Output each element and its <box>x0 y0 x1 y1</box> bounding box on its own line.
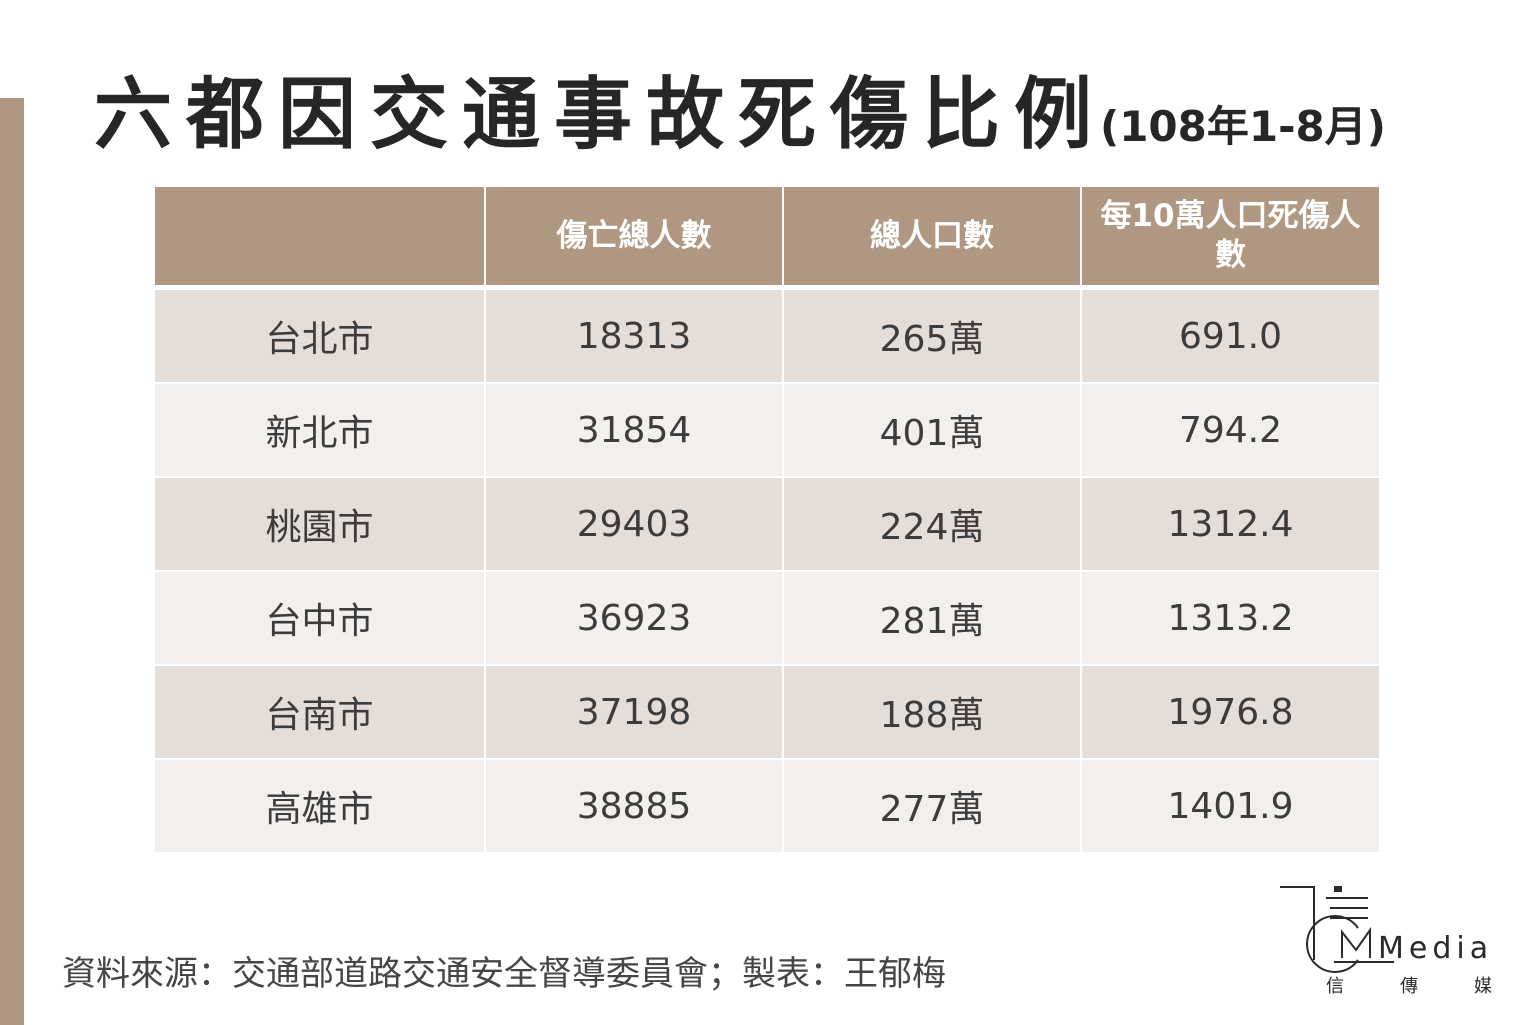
cell-city: 台北市 <box>155 287 485 384</box>
logo-frame-line <box>1280 886 1315 960</box>
logo-m-shape <box>1341 926 1371 958</box>
cell-casualties: 36923 <box>484 571 783 666</box>
cell-population: 224萬 <box>782 477 1081 572</box>
header-casualties: 傷亡總人數 <box>484 187 783 290</box>
cell-population: 401萬 <box>782 383 1081 478</box>
media-logo: Media 信 傳 媒 <box>1280 886 1493 997</box>
cell-population: 188萬 <box>782 665 1081 760</box>
logo-char-2: 傳 <box>1400 976 1418 997</box>
logo-wordmark: Media <box>1378 931 1493 966</box>
stats-table: 傷亡總人數 總人口數 每10萬人口死傷人數 台北市 18313 265萬 691… <box>155 187 1379 854</box>
cell-city: 台南市 <box>155 665 485 760</box>
table-row: 新北市 31854 401萬 794.2 <box>155 383 1379 478</box>
page-title: 六都因交通事故死傷比例(108年1-8月) <box>94 52 1386 164</box>
cell-population: 265萬 <box>782 287 1081 384</box>
logo-char-1: 信 <box>1326 976 1344 997</box>
cell-casualties: 18313 <box>484 287 783 384</box>
source-note: 資料來源：交通部道路交通安全督導委員會；製表：王郁梅 <box>62 954 946 994</box>
header-population: 總人口數 <box>782 187 1081 290</box>
title-main: 六都因交通事故死傷比例 <box>94 70 1107 160</box>
header-city <box>155 187 485 290</box>
cell-rate: 691.0 <box>1080 287 1379 384</box>
table-row: 高雄市 38885 277萬 1401.9 <box>155 759 1379 854</box>
cell-rate: 1313.2 <box>1080 571 1379 666</box>
cell-city: 新北市 <box>155 383 485 478</box>
header-rate: 每10萬人口死傷人數 <box>1080 187 1379 290</box>
table-header-row: 傷亡總人數 總人口數 每10萬人口死傷人數 <box>155 187 1379 290</box>
cell-casualties: 31854 <box>484 383 783 478</box>
table-row: 台南市 37198 188萬 1976.8 <box>155 665 1379 760</box>
cell-city: 台中市 <box>155 571 485 666</box>
table-row: 台中市 36923 281萬 1313.2 <box>155 571 1379 666</box>
table-row: 桃園市 29403 224萬 1312.4 <box>155 477 1379 572</box>
cell-casualties: 38885 <box>484 759 783 854</box>
cell-population: 277萬 <box>782 759 1081 854</box>
cell-rate: 794.2 <box>1080 383 1379 478</box>
cell-rate: 1312.4 <box>1080 477 1379 572</box>
logo-char-3: 媒 <box>1474 976 1492 997</box>
cell-city: 桃園市 <box>155 477 485 572</box>
cell-rate: 1976.8 <box>1080 665 1379 760</box>
cell-population: 281萬 <box>782 571 1081 666</box>
cell-city: 高雄市 <box>155 759 485 854</box>
logo-c-arc <box>1306 915 1359 973</box>
cell-rate: 1401.9 <box>1080 759 1379 854</box>
accent-bar <box>0 98 24 1025</box>
table-row: 台北市 18313 265萬 691.0 <box>155 287 1379 384</box>
title-period: (108年1-8月) <box>1100 102 1386 151</box>
cell-casualties: 29403 <box>484 477 783 572</box>
cell-casualties: 37198 <box>484 665 783 760</box>
